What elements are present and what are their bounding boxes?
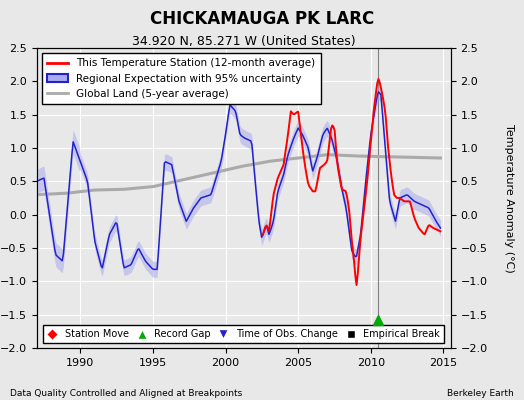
Legend: Station Move, Record Gap, Time of Obs. Change, Empirical Break: Station Move, Record Gap, Time of Obs. C… — [43, 325, 444, 343]
Y-axis label: Temperature Anomaly (°C): Temperature Anomaly (°C) — [504, 124, 514, 272]
Text: Data Quality Controlled and Aligned at Breakpoints: Data Quality Controlled and Aligned at B… — [10, 389, 243, 398]
Text: Berkeley Earth: Berkeley Earth — [447, 389, 514, 398]
Title: 34.920 N, 85.271 W (United States): 34.920 N, 85.271 W (United States) — [132, 35, 355, 48]
Text: CHICKAMAUGA PK LARC: CHICKAMAUGA PK LARC — [150, 10, 374, 28]
